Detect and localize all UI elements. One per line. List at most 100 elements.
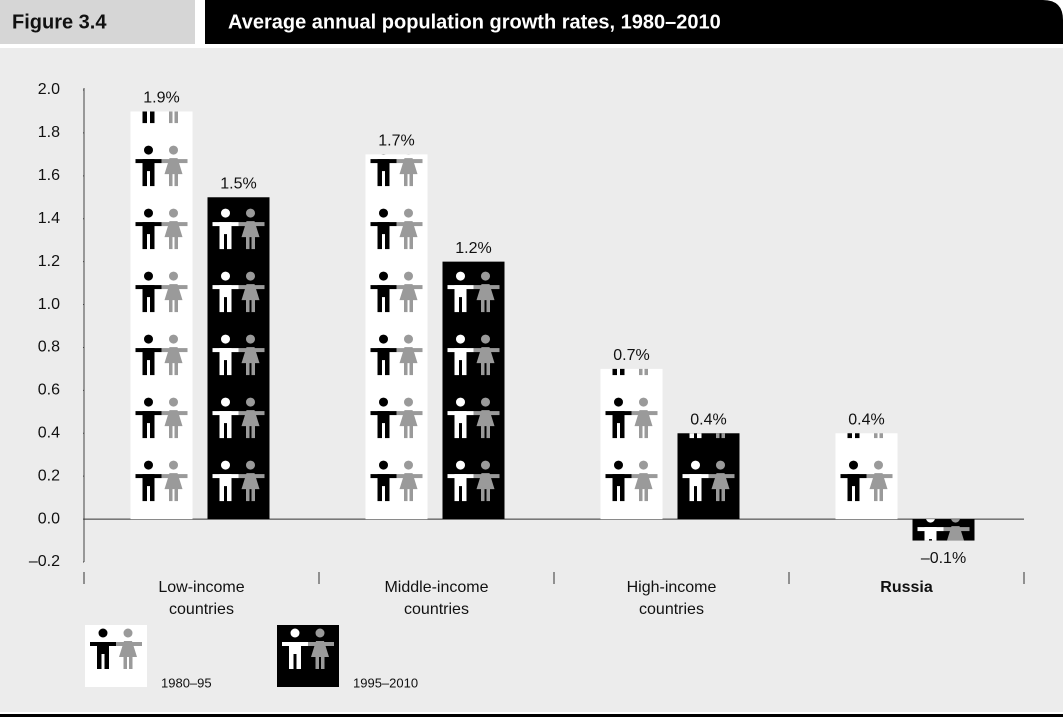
icon-leg: [377, 422, 382, 439]
bar: [365, 154, 428, 520]
y-tick-label: 1.2: [38, 253, 60, 270]
icon-leg: [454, 422, 459, 439]
icon-leg: [847, 433, 852, 439]
figure-label-box: [0, 0, 195, 44]
icon-leg: [246, 236, 250, 250]
y-tick-label: 0.8: [38, 339, 60, 356]
icon-body: [142, 348, 155, 361]
icon-head: [404, 334, 413, 344]
icon-dress: [164, 347, 183, 364]
icon-head: [379, 271, 388, 281]
icon-leg: [404, 173, 408, 187]
icon-head: [123, 628, 133, 638]
icon-dress: [946, 526, 965, 541]
icon-body: [377, 222, 390, 235]
bar-icons: [682, 433, 735, 502]
bar-icons: [370, 154, 423, 502]
icon-leg: [251, 488, 255, 502]
value-label: –0.1%: [921, 550, 966, 567]
icon-dress: [399, 158, 418, 175]
icon-leg: [486, 299, 490, 313]
icon-dress: [869, 473, 888, 490]
y-tick-label: 1.4: [38, 210, 60, 227]
icon-dress: [164, 221, 183, 238]
icon-dress: [634, 473, 653, 490]
bar-icons: [917, 519, 970, 541]
icon-leg: [227, 359, 232, 376]
icon-leg: [716, 433, 720, 439]
icon-dress: [476, 473, 495, 490]
icon-leg: [462, 296, 467, 313]
icon-leg: [296, 653, 301, 669]
x-tick-label: Middle-income countries: [384, 579, 489, 618]
icon-leg: [142, 111, 147, 124]
y-tick-label: 0.2: [38, 467, 60, 484]
icon-leg: [169, 362, 173, 376]
icon-body: [847, 474, 860, 487]
icon-body: [142, 285, 155, 298]
icon-head: [144, 208, 153, 218]
icon-leg: [409, 236, 413, 250]
icon-leg: [409, 299, 413, 313]
icon-head: [404, 208, 413, 218]
icon-leg: [150, 296, 155, 313]
figure-label: Figure 3.4: [12, 11, 107, 33]
icon-leg: [879, 488, 883, 502]
icon-leg: [150, 485, 155, 502]
icon-head: [246, 460, 255, 470]
y-tick-label: –0.2: [29, 553, 60, 570]
icon-head: [246, 208, 255, 218]
icon-leg: [227, 422, 232, 439]
bar-icons: [212, 208, 265, 502]
icon-head: [379, 208, 388, 218]
icon-leg: [142, 359, 147, 376]
icon-head: [639, 460, 648, 470]
icon-leg: [404, 362, 408, 376]
icon-leg: [169, 236, 173, 250]
icon-leg: [227, 233, 232, 250]
icon-leg: [644, 425, 648, 439]
icon-head: [169, 208, 178, 218]
icon-leg: [377, 485, 382, 502]
icon-head: [169, 334, 178, 344]
icon-leg: [150, 233, 155, 250]
icon-leg: [169, 111, 173, 124]
icon-head: [221, 334, 230, 344]
icon-leg: [219, 422, 224, 439]
icon-dress: [241, 473, 260, 490]
icon-head: [691, 460, 700, 470]
icon-leg: [377, 296, 382, 313]
icon-leg: [246, 425, 250, 439]
y-tick-label: 0.4: [38, 424, 60, 441]
bottom-rule: [0, 714, 1063, 717]
icon-head: [481, 271, 490, 281]
value-label: 0.4%: [690, 411, 726, 428]
icon-leg: [612, 368, 617, 376]
icon-dress: [241, 347, 260, 364]
icon-leg: [855, 485, 860, 502]
icon-body: [289, 642, 301, 654]
icon-leg: [385, 233, 390, 250]
icon-leg: [174, 299, 178, 313]
icon-dress: [399, 284, 418, 301]
icon-leg: [409, 488, 413, 502]
icon-head: [456, 334, 465, 344]
bar-icons: [447, 271, 500, 502]
icon-leg: [219, 485, 224, 502]
icon-dress: [311, 641, 329, 657]
icon-leg: [855, 433, 860, 439]
icon-leg: [169, 488, 173, 502]
icon-leg: [874, 433, 878, 439]
icon-head: [315, 628, 325, 638]
icon-head: [404, 271, 413, 281]
icon-leg: [385, 359, 390, 376]
icon-dress: [164, 410, 183, 427]
icon-body: [219, 411, 232, 424]
icon-leg: [644, 488, 648, 502]
icon-leg: [321, 656, 325, 669]
icon-leg: [251, 425, 255, 439]
icon-leg: [697, 433, 702, 439]
icon-head: [951, 519, 960, 523]
icon-leg: [481, 425, 485, 439]
